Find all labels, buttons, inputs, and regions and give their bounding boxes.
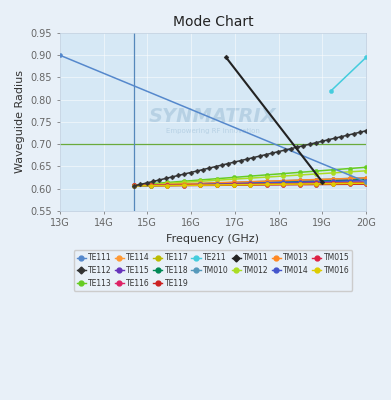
Legend: TE111, TE112, TE113, TE114, TE115, TE116, TE117, TE118, TE119, TE211, TM010, TM0: TE111, TE112, TE113, TE114, TE115, TE116… [74, 250, 352, 291]
Title: Mode Chart: Mode Chart [173, 15, 253, 29]
Text: SYNMATRIX: SYNMATRIX [149, 107, 277, 126]
Text: Empowering RF Innovation: Empowering RF Innovation [166, 128, 260, 134]
X-axis label: Frequency (GHz): Frequency (GHz) [167, 234, 260, 244]
Y-axis label: Waveguide Radius: Waveguide Radius [15, 70, 25, 173]
